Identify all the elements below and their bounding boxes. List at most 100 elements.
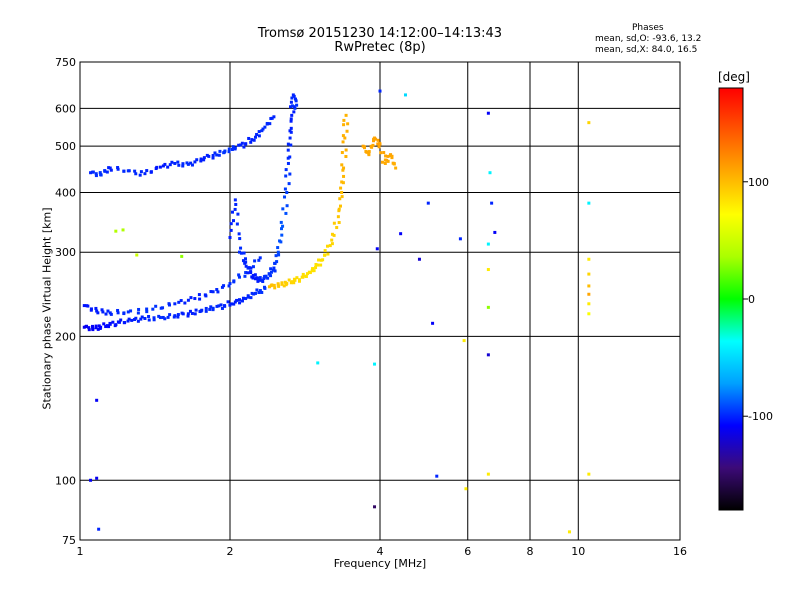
data-point [227, 284, 231, 288]
data-point [179, 299, 183, 303]
data-point [339, 186, 343, 190]
data-point [229, 228, 233, 232]
data-point [314, 266, 318, 270]
data-point [211, 290, 215, 294]
data-point [373, 362, 377, 366]
data-point [388, 154, 392, 158]
data-point [587, 292, 591, 296]
data-point [205, 153, 209, 157]
data-point [126, 319, 130, 323]
data-point [378, 89, 382, 93]
data-point [152, 316, 156, 320]
data-point [251, 265, 255, 269]
data-point [234, 202, 238, 206]
data-point [204, 294, 208, 298]
data-point [311, 267, 315, 271]
data-point [145, 310, 149, 314]
data-point [186, 312, 190, 316]
data-point [587, 302, 591, 306]
data-point [294, 99, 298, 103]
data-point [268, 122, 272, 126]
data-point [464, 487, 468, 491]
data-point [87, 328, 91, 332]
data-point [194, 308, 198, 312]
y-tick-label: 500 [55, 140, 76, 153]
data-point [262, 275, 266, 279]
y-tick-label: 100 [55, 474, 76, 487]
data-point [337, 221, 341, 225]
data-point [273, 286, 277, 290]
data-point [85, 324, 89, 328]
data-point [458, 237, 462, 241]
data-point [136, 311, 140, 315]
data-point [193, 312, 197, 316]
x-tick-label: 2 [227, 545, 234, 558]
data-point [276, 282, 280, 286]
data-point [105, 170, 109, 174]
data-point [101, 310, 105, 314]
data-point [199, 157, 203, 161]
data-point [307, 270, 311, 274]
data-point [237, 298, 241, 302]
data-point [399, 232, 403, 236]
data-point [230, 147, 234, 151]
data-point [342, 118, 346, 122]
data-point [199, 159, 203, 163]
chart-title: Tromsø 20151230 14:12:00–14:13:43 [257, 26, 503, 41]
x-tick-label: 10 [571, 545, 585, 558]
data-point [283, 280, 287, 284]
data-point [383, 161, 387, 165]
data-point [151, 307, 155, 311]
data-point [293, 97, 297, 101]
data-point [176, 160, 180, 164]
data-point [292, 277, 296, 281]
data-point [215, 153, 219, 157]
data-point [223, 149, 227, 153]
data-point [273, 261, 277, 265]
data-point [188, 309, 192, 313]
data-point [89, 478, 93, 482]
phases-info-x: mean, sd,X: 84.0, 16.5 [595, 45, 698, 55]
data-point [256, 279, 260, 283]
data-point [94, 324, 98, 328]
data-point [328, 244, 332, 248]
data-point [344, 154, 348, 158]
x-tick-label: 16 [673, 545, 687, 558]
data-point [290, 280, 294, 284]
data-point [260, 129, 264, 133]
data-point [257, 258, 261, 262]
data-point [198, 297, 202, 301]
data-point [340, 190, 344, 194]
data-point [344, 148, 348, 152]
data-point [265, 122, 269, 126]
data-point [134, 172, 138, 176]
data-point [219, 303, 223, 307]
data-point [340, 180, 344, 184]
data-point [286, 156, 290, 160]
data-point [243, 257, 247, 261]
data-point [139, 317, 143, 321]
data-point [341, 134, 345, 138]
data-point [166, 315, 170, 319]
data-point [251, 273, 255, 277]
data-point [375, 247, 379, 251]
data-point [94, 306, 98, 310]
data-point [161, 164, 165, 168]
colorbar-tick-label: -100 [748, 410, 773, 423]
data-point [276, 250, 280, 254]
data-point [303, 274, 307, 278]
chart-subtitle: RwPretec (8p) [334, 40, 426, 55]
data-point [323, 253, 327, 257]
data-point [288, 136, 292, 140]
data-point [138, 173, 142, 177]
data-point [343, 136, 347, 140]
data-point [253, 259, 257, 263]
data-point [143, 172, 147, 176]
data-point [279, 220, 283, 224]
data-point [116, 311, 120, 315]
data-point [218, 149, 222, 153]
data-point [269, 267, 273, 271]
data-point [339, 204, 343, 208]
colorbar-ticks: 100 0 -100 [743, 176, 773, 423]
